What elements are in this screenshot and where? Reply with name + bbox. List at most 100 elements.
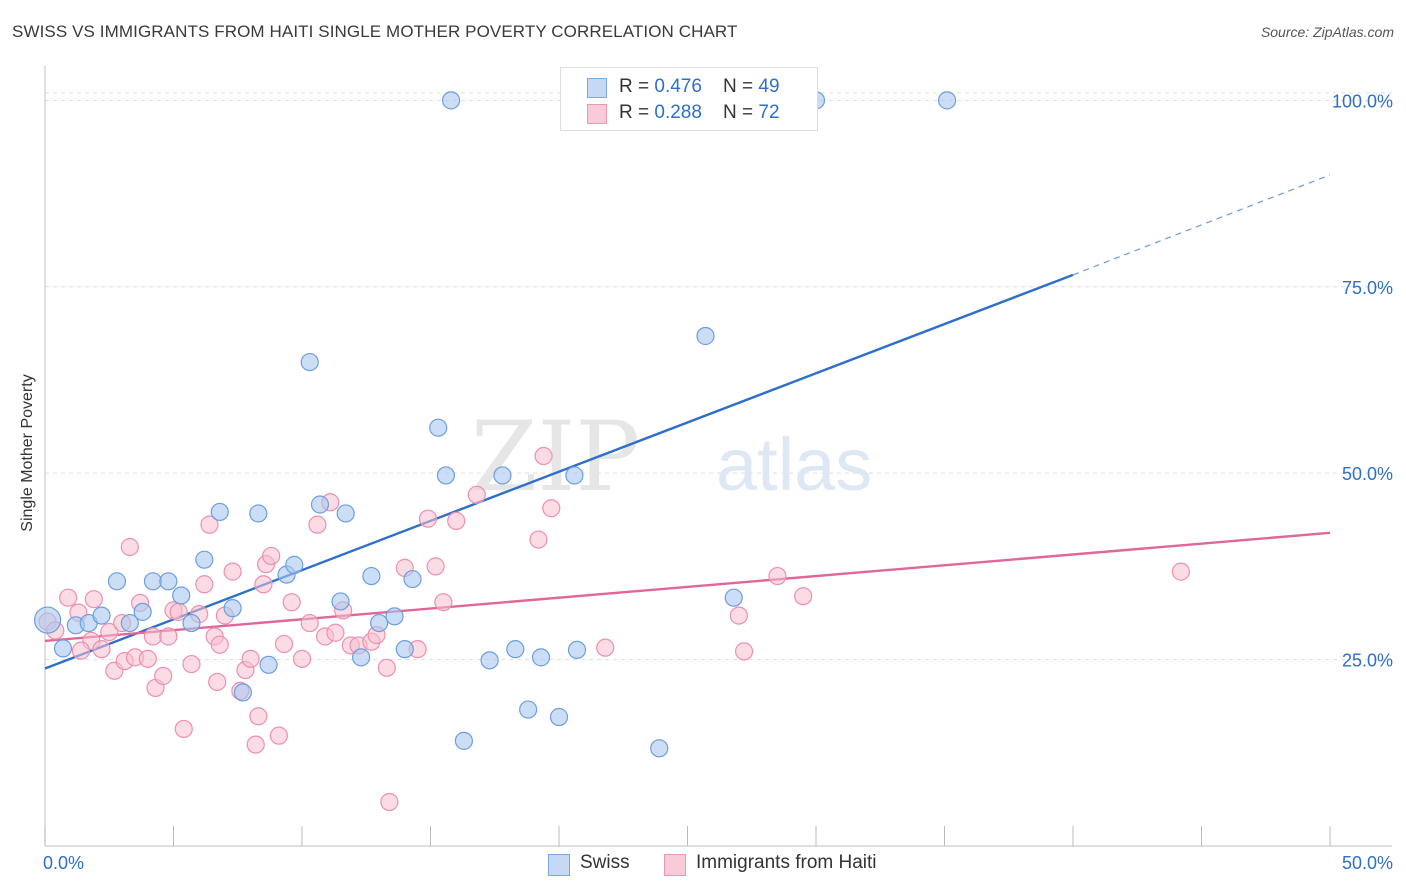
swiss-points [33, 91, 957, 758]
haiti-point [223, 562, 242, 581]
swiss-point [549, 707, 569, 727]
swiss-point [650, 739, 669, 758]
swiss-point [362, 566, 381, 586]
haiti-point [534, 446, 553, 466]
swiss-point [370, 613, 389, 633]
haiti-point [729, 606, 749, 625]
haiti-point [200, 515, 219, 534]
haiti-point [418, 509, 438, 528]
y-tick-label: 25.0% [1342, 651, 1393, 671]
swiss-point [210, 502, 229, 522]
swiss-point [53, 639, 73, 658]
haiti-point [1171, 562, 1191, 581]
haiti-point [254, 575, 273, 594]
legend-swatch-haiti [587, 104, 607, 124]
haiti-point [269, 726, 288, 745]
haiti-point [447, 511, 466, 531]
swiss-point [395, 640, 414, 659]
haiti-point [300, 613, 319, 633]
bottom-label-swiss: Swiss [580, 852, 630, 873]
haiti-point [92, 640, 111, 659]
swiss-point [567, 640, 587, 659]
swiss-point [531, 648, 551, 667]
swiss-point [92, 606, 111, 625]
haiti-point [84, 590, 103, 609]
haiti-point [241, 649, 260, 668]
swiss-point [336, 504, 355, 523]
legend-n-value-haiti: 72 [758, 102, 780, 123]
swiss-point [172, 586, 191, 605]
swiss-point [331, 592, 350, 611]
y-tick-label: 100.0% [1332, 91, 1393, 111]
y-axis-title: Single Mother Poverty [19, 374, 36, 532]
haiti-point [182, 654, 201, 674]
haiti-point [154, 666, 173, 686]
haiti-point [246, 735, 265, 754]
swiss-point [565, 466, 584, 485]
legend-n-label-swiss: N = [723, 76, 759, 97]
swiss-point [724, 588, 743, 607]
swiss-point [223, 599, 242, 618]
swiss-point [937, 91, 957, 110]
swiss-trend-extension [1072, 174, 1331, 276]
swiss-point [159, 572, 178, 591]
haiti-point [426, 557, 445, 576]
swiss-point [519, 700, 538, 719]
bottom-label-haiti: Immigrants from Haiti [696, 852, 877, 873]
swiss-point [120, 613, 139, 633]
haiti-point [120, 537, 139, 557]
haiti-trend-line [44, 531, 1331, 643]
source-label: Source: ZipAtlas.com [1260, 24, 1394, 40]
haiti-point [326, 623, 345, 642]
haiti-point [138, 649, 157, 668]
haiti-point [529, 530, 548, 549]
swiss-point [696, 326, 715, 346]
swiss-point [403, 569, 422, 589]
chart-title: SWISS VS IMMIGRANTS FROM HAITI SINGLE MO… [12, 22, 738, 41]
haiti-point [380, 792, 399, 812]
legend-r-value-swiss: 0.476 [654, 76, 702, 97]
swiss-point [259, 655, 278, 674]
haiti-point [249, 707, 268, 726]
legend-r-label-haiti: R = [619, 102, 655, 123]
haiti-point [195, 575, 214, 594]
swiss-point [493, 466, 512, 485]
swiss-point [285, 555, 304, 574]
haiti-point [377, 658, 396, 677]
haiti-point [143, 627, 163, 646]
swiss-point [385, 607, 404, 626]
x-tick-label: 50.0% [1342, 853, 1393, 873]
x-tick-label: 0.0% [43, 853, 84, 873]
haiti-point [794, 587, 813, 606]
haiti-point [100, 622, 119, 642]
legend-r-label-swiss: R = [619, 76, 655, 97]
trend-lines [44, 174, 1331, 670]
swiss-point [506, 640, 525, 659]
tick-labels: 25.0% 50.0% 75.0% 100.0% 0.0% 50.0% [43, 91, 1393, 873]
swiss-point [300, 352, 319, 372]
haiti-point [210, 635, 229, 654]
swiss-point [441, 91, 461, 110]
legend-n-value-swiss: 49 [758, 76, 780, 97]
haiti-point [282, 593, 301, 612]
haiti-point [596, 638, 615, 657]
bottom-swatch-haiti [664, 854, 686, 876]
swiss-point [249, 504, 268, 523]
axes [44, 66, 1392, 847]
gridlines [45, 92, 1392, 661]
haiti-point [159, 627, 178, 646]
haiti-points [38, 446, 1191, 812]
legend-n-label-haiti: N = [723, 102, 759, 123]
swiss-point [33, 606, 62, 634]
bottom-swatch-swiss [548, 854, 570, 876]
legend-r-value-haiti: 0.288 [654, 102, 702, 123]
swiss-point [133, 602, 152, 621]
haiti-point [274, 634, 294, 654]
legend-swatch-swiss [587, 78, 607, 98]
swiss-trend-line [44, 273, 1074, 670]
watermark-atlas: atlas [716, 423, 872, 506]
swiss-point [454, 731, 474, 750]
stats-legend: R = 0.476 N = 49 R = 0.288 N = 72 [560, 67, 818, 131]
swiss-point [436, 466, 456, 485]
